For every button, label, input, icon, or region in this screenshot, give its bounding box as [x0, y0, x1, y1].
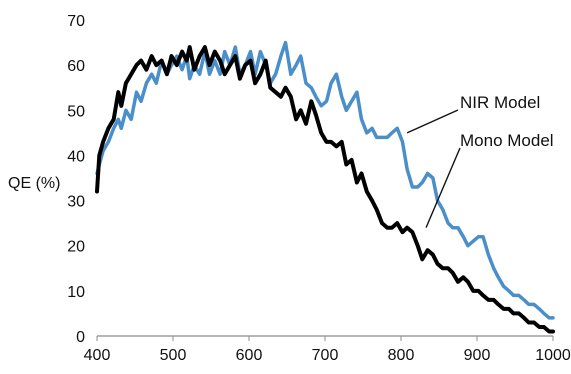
nir-model-annotation: NIR Model	[460, 93, 540, 112]
x-tick-label: 900	[464, 347, 491, 364]
y-tick-label: 70	[67, 13, 85, 30]
mono-model-leader-line	[425, 147, 461, 228]
x-tick-label: 1000	[535, 347, 571, 364]
y-axis-title: QE (%)	[8, 175, 60, 192]
series-layer	[95, 40, 555, 334]
y-tick-label: 10	[67, 284, 85, 301]
y-tick-label: 0	[76, 329, 85, 346]
x-tick-label: 600	[236, 347, 263, 364]
nir-model-leader-line	[406, 109, 459, 134]
nir-model-series-line	[95, 40, 555, 320]
y-tick-label: 20	[67, 239, 85, 256]
x-tick-label: 400	[84, 347, 111, 364]
annotations: NIR Model Mono Model	[406, 93, 554, 228]
mono-model-series-line	[95, 45, 555, 334]
axes: 400 500 600 700 800 900 1000 0 10 20 30 40 50 60 70	[67, 13, 571, 364]
x-tick-label: 500	[160, 347, 187, 364]
y-tick-label: 60	[67, 58, 85, 75]
y-tick-label: 40	[67, 148, 85, 165]
mono-model-annotation: Mono Model	[460, 131, 554, 150]
y-tick-label: 50	[67, 103, 85, 120]
y-tick-label: 30	[67, 194, 85, 211]
x-tick-label: 800	[388, 347, 415, 364]
x-tick-label: 700	[312, 347, 339, 364]
